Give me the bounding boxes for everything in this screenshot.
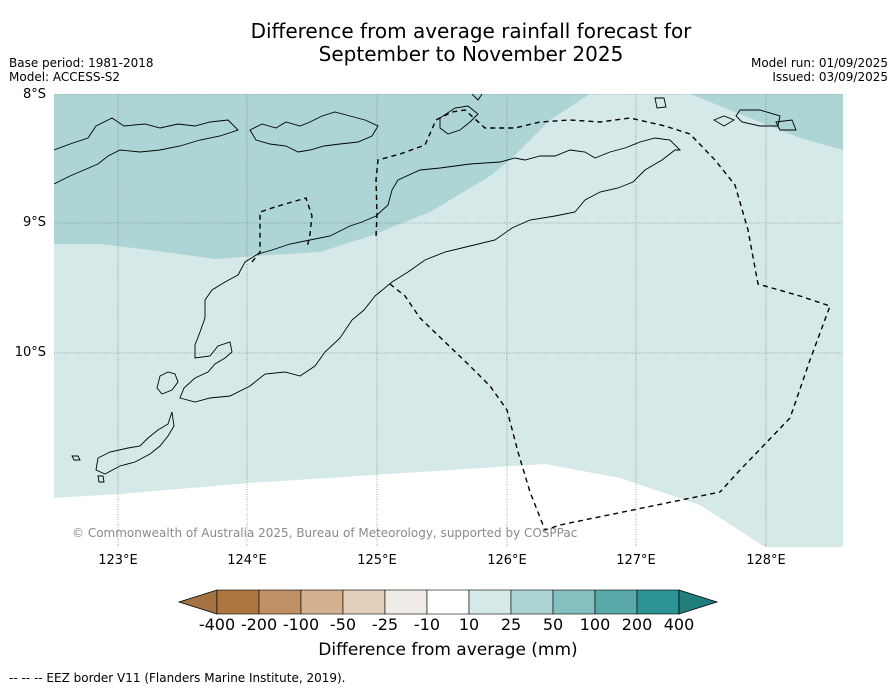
lat-label-9S: 9°S: [22, 215, 46, 230]
colorbar-tick: -50: [329, 615, 357, 634]
colorbar-tick: 200: [621, 615, 653, 634]
region-25-50mm-east: [690, 94, 843, 150]
colorbar-segment: [300, 589, 344, 615]
coastlines: [54, 94, 797, 483]
coastline-wetar: [735, 109, 781, 127]
model-name: Model: ACCESS-S2: [9, 70, 121, 84]
coastline-semau: [156, 371, 179, 395]
coastline-timor: [179, 137, 682, 403]
eez-border-south: [389, 283, 721, 531]
coastline-solor: [249, 111, 379, 153]
meta-left: Base period: 1981-2018 Model: ACCESS-S2: [9, 56, 154, 84]
colorbar-segment: [510, 589, 554, 615]
coastline-small-east-2: [712, 115, 736, 127]
colorbar-segment: [468, 589, 512, 615]
coastline-flores: [54, 117, 239, 185]
base-period: Base period: 1981-2018: [9, 56, 154, 70]
colorbar-tick: 400: [663, 615, 695, 634]
coastline-small-east-1: [654, 97, 667, 109]
meta-right: Model run: 01/09/2025 Issued: 03/09/2025: [751, 56, 888, 84]
copyright-credit: © Commonwealth of Australia 2025, Bureau…: [72, 526, 578, 540]
colorbar: [177, 589, 719, 615]
coastline-small-north: [471, 94, 483, 101]
lon-label-124E: 124°E: [227, 553, 267, 568]
coastline-ndao: [71, 455, 81, 461]
eez-border-north: [375, 109, 831, 493]
coastline-rote: [95, 411, 175, 475]
lon-label-127E: 127°E: [616, 553, 656, 568]
colorbar-tick: 100: [579, 615, 611, 634]
coastline-small-east-3: [775, 119, 797, 131]
eez-footnote: -- -- -- EEZ border V11 (Flanders Marine…: [9, 671, 346, 685]
lat-label-8S: 8°S: [22, 87, 46, 102]
title-line-1: Difference from average rainfall forecas…: [250, 19, 692, 43]
colorbar-tick: -10: [413, 615, 441, 634]
lat-label-10S: 10°S: [14, 345, 46, 360]
colorbar-segment: [384, 589, 428, 615]
lon-label-126E: 126°E: [487, 553, 527, 568]
model-run: Model run: 01/09/2025: [750, 56, 888, 70]
map-area: [54, 94, 843, 547]
colorbar-segment: [216, 589, 260, 615]
region-25-50mm-west: [54, 94, 590, 259]
colorbar-tick: -25: [371, 615, 399, 634]
colorbar-extend-high: [678, 589, 719, 615]
colorbar-extend-low: [177, 589, 218, 615]
colorbar-segment: [636, 589, 680, 615]
colorbar-segment: [258, 589, 302, 615]
map-title: Difference from average rainfall forecas…: [0, 20, 896, 66]
colorbar-label: Difference from average (mm): [318, 640, 578, 660]
colorbar-tick: -200: [240, 615, 278, 634]
colorbar-segment: [426, 589, 470, 615]
gridlines: [54, 94, 843, 547]
colorbar-segment: [594, 589, 638, 615]
lon-label-125E: 125°E: [357, 553, 397, 568]
colorbar-tick: 25: [500, 615, 522, 634]
colorbar-segment: [342, 589, 386, 615]
lon-label-123E: 123°E: [98, 553, 138, 568]
colorbar-tick: 50: [542, 615, 564, 634]
colorbar-tick: 10: [458, 615, 480, 634]
title-line-2: September to November 2025: [318, 42, 624, 66]
colorbar-segment: [552, 589, 596, 615]
eez-borders: [251, 109, 831, 531]
coastline-alor: [439, 105, 479, 135]
issued-date: Issued: 03/09/2025: [772, 70, 888, 84]
coastline-small-isle: [97, 475, 105, 483]
colorbar-tick: -400: [198, 615, 236, 634]
colorbar-tick: -100: [282, 615, 320, 634]
lon-label-128E: 128°E: [746, 553, 786, 568]
